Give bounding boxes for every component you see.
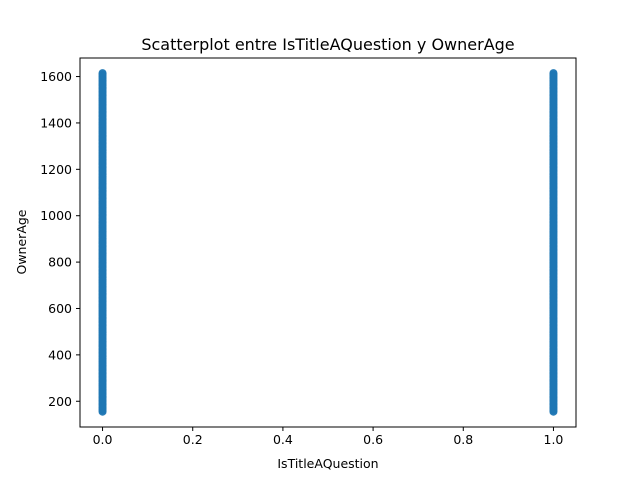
x-tick-label: 0.2 [183,432,203,447]
y-axis-label: OwnerAge [14,209,29,274]
y-tick-label: 400 [48,347,72,362]
x-tick-label: 1.0 [544,432,564,447]
x-tick-label: 0.6 [363,432,383,447]
chart-title: Scatterplot entre IsTitleAQuestion y Own… [141,35,514,54]
x-tick-label: 0.0 [93,432,113,447]
plot-frame [79,57,577,428]
y-tick-label: 1200 [40,162,72,177]
y-tick-label: 800 [48,255,72,270]
x-tick-label: 0.4 [273,432,293,447]
y-axis: 200 400 600 800 1000 1200 1400 1600 [40,69,80,409]
y-tick-label: 200 [48,394,72,409]
y-tick-label: 1400 [40,115,72,130]
data-point [98,69,107,78]
x-axis-label: IsTitleAQuestion [277,456,378,471]
y-tick-label: 1600 [40,69,72,84]
x-axis: 0.0 0.2 0.4 0.6 0.8 1.0 [93,427,564,447]
y-tick-label: 1000 [40,208,72,223]
y-tick-label: 600 [48,301,72,316]
x-tick-label: 0.8 [453,432,473,447]
data-points [98,69,558,416]
data-point [549,69,558,78]
